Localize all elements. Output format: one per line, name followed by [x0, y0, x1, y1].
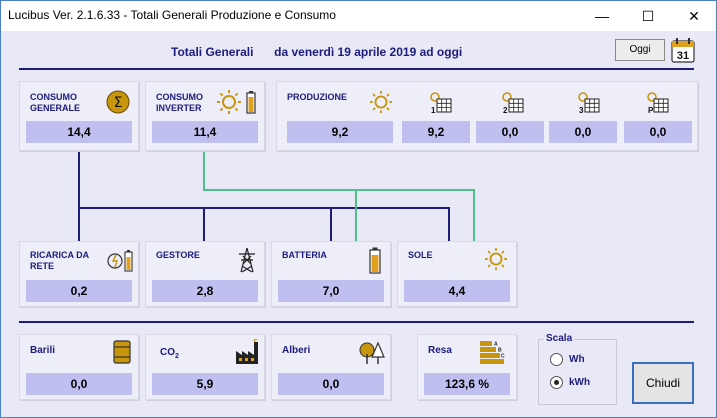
barili-label: Barili [30, 345, 56, 356]
grid-charge-icon [107, 250, 133, 272]
gestore-label: GESTORE [156, 250, 200, 260]
svg-text:31: 31 [677, 50, 689, 62]
sole-panel: SOLE 4,4 [397, 241, 517, 307]
factory-icon [236, 339, 258, 364]
connector-line-green [203, 151, 205, 191]
co2-panel: CO2 5,9 [145, 334, 265, 400]
svg-text:A: A [494, 342, 498, 348]
title-text: Totali Generali [171, 45, 254, 59]
connector-line-green [203, 189, 475, 191]
produzione-label: PRODUZIONE [287, 92, 348, 102]
resa-panel: Resa A B C 123,6 % [417, 334, 517, 400]
gestore-value: 2,8 [152, 280, 258, 302]
connector-line [448, 207, 450, 241]
connector-line-green [473, 189, 475, 241]
ricarica-da-rete-panel: RICARICA DA RETE 0,2 [19, 241, 139, 307]
produzione-p-value: 0,0 [624, 121, 692, 143]
produzione-3-value: 0,0 [549, 121, 617, 143]
connector-line [78, 207, 80, 241]
solar-panel-icon: 2 [502, 92, 524, 114]
connector-line-green [355, 189, 357, 241]
resa-value: 123,6 % [424, 373, 510, 395]
chiudi-button[interactable]: Chiudi [632, 362, 694, 404]
header-separator [19, 68, 694, 70]
window-title: Lucibus Ver. 2.1.6.33 - Totali Generali … [8, 8, 336, 22]
ricarica-value: 0,2 [26, 280, 132, 302]
page-title: Totali Generali da venerdì 19 aprile 201… [171, 45, 462, 59]
consumo-generale-value: 14,4 [26, 121, 132, 143]
maximize-button[interactable]: ☐ [641, 8, 655, 24]
solar-panel-icon: 3 [578, 92, 600, 114]
scala-wh-label[interactable]: Wh [569, 354, 585, 365]
produzione-1-value: 9,2 [402, 121, 470, 143]
sun-battery-icon [217, 90, 256, 114]
svg-text:3: 3 [579, 106, 584, 114]
title-bar: Lucibus Ver. 2.1.6.33 - Totali Generali … [1, 1, 716, 31]
alberi-panel: Alberi 0,0 [271, 334, 391, 400]
produzione-panel: PRODUZIONE 9,2 1 9,2 [276, 81, 698, 151]
resa-label: Resa [428, 345, 452, 356]
consumo-inverter-label: CONSUMO INVERTER [156, 92, 203, 113]
alberi-label: Alberi [282, 345, 311, 356]
co2-label: CO2 [160, 347, 179, 360]
connector-line [78, 207, 450, 209]
solar-panel-icon: 1 [430, 92, 452, 114]
connector-line [330, 207, 332, 241]
ricarica-label: RICARICA DA RETE [30, 250, 90, 271]
trees-icon [359, 341, 385, 364]
energy-class-icon: A B C [480, 341, 505, 364]
consumo-inverter-value: 11,4 [152, 121, 258, 143]
gestore-panel: GESTORE 2,8 [145, 241, 265, 307]
scala-kwh-radio[interactable] [550, 376, 563, 389]
period-text: da venerdì 19 aprile 2019 ad oggi [274, 45, 463, 59]
solar-panel-icon: P [647, 92, 669, 114]
scala-wh-radio[interactable] [550, 353, 563, 366]
barrel-icon [113, 340, 131, 364]
produzione-2-value: 0,0 [476, 121, 544, 143]
barili-panel: Barili 0,0 [19, 334, 139, 400]
connector-line [78, 151, 80, 211]
today-button[interactable]: Oggi [615, 39, 665, 61]
scala-kwh-label[interactable]: kWh [569, 377, 591, 388]
connector-line [203, 207, 205, 241]
sole-value: 4,4 [404, 280, 510, 302]
svg-text:2: 2 [503, 106, 508, 114]
svg-text:Σ: Σ [114, 95, 123, 111]
battery-icon [369, 247, 381, 274]
sole-label: SOLE [408, 250, 433, 260]
consumo-inverter-panel: CONSUMO INVERTER 11,4 [145, 81, 265, 151]
power-tower-icon [239, 247, 255, 273]
scala-title: Scala [544, 333, 575, 344]
sun-icon [484, 247, 508, 271]
svg-text:P: P [648, 106, 654, 114]
sun-icon [369, 90, 393, 114]
close-window-button[interactable]: ✕ [688, 8, 700, 24]
sigma-icon: Σ [106, 90, 130, 114]
svg-text:B: B [498, 348, 502, 354]
batteria-label: BATTERIA [282, 250, 327, 260]
scala-group [538, 339, 617, 405]
alberi-value: 0,0 [278, 373, 384, 395]
co2-value: 5,9 [152, 373, 258, 395]
produzione-value: 9,2 [287, 121, 393, 143]
svg-text:1: 1 [431, 106, 436, 114]
consumo-generale-label: CONSUMO GENERALE [30, 92, 81, 113]
main-area: Totali Generali da venerdì 19 aprile 201… [1, 31, 716, 417]
svg-text:C: C [501, 354, 505, 360]
batteria-value: 7,0 [278, 280, 384, 302]
barili-value: 0,0 [26, 373, 132, 395]
batteria-panel: BATTERIA 7,0 [271, 241, 391, 307]
minimize-button[interactable]: — [595, 8, 609, 24]
bottom-separator [19, 321, 694, 323]
consumo-generale-panel: CONSUMO GENERALE Σ 14,4 [19, 81, 139, 151]
calendar-icon[interactable]: 31 [671, 37, 695, 63]
